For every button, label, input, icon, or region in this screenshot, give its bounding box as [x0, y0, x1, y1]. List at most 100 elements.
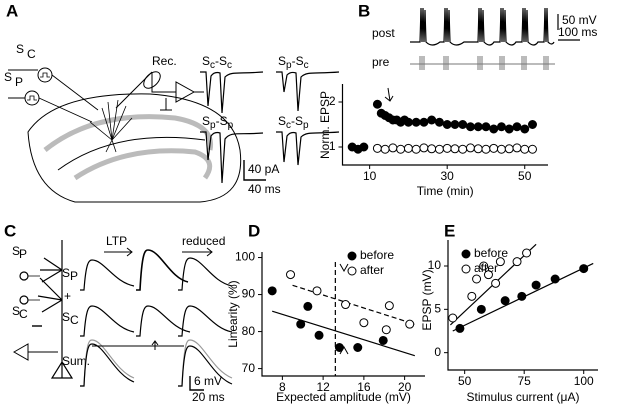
x-tick-label: 50	[458, 374, 472, 388]
y-tick-label: 5	[434, 302, 441, 316]
data-point	[405, 319, 415, 329]
data-point	[450, 120, 460, 129]
axis	[447, 240, 598, 371]
data-point	[495, 257, 505, 267]
stim-label-sub: P	[19, 247, 27, 261]
annotation-arrow	[339, 263, 349, 355]
stim-label-sub: P	[15, 75, 23, 89]
data-point	[442, 143, 452, 153]
x-tick-label: 75	[518, 374, 532, 388]
data-point	[396, 144, 406, 154]
y-tick-label: 1	[329, 139, 336, 153]
y-tick-label: 80	[242, 324, 256, 338]
y-tick-label: 2	[329, 94, 336, 108]
data-point	[267, 286, 277, 296]
scale-label: 40 pA	[248, 162, 279, 176]
y-axis-label: Linearity (%)	[226, 280, 240, 347]
trace-label: pre	[372, 55, 390, 69]
scale-label: 20 ms	[192, 390, 225, 404]
data-point	[372, 143, 382, 153]
data-point	[381, 325, 391, 335]
data-point	[476, 304, 486, 314]
data-point	[411, 144, 421, 154]
data-point	[489, 143, 499, 153]
trace-label: Sc-Sc	[202, 54, 232, 70]
stim-label-sub: C	[19, 307, 28, 321]
data-point	[341, 300, 351, 310]
axis	[341, 84, 548, 166]
data-point	[489, 124, 499, 134]
data-point	[403, 143, 413, 153]
data-point	[380, 144, 390, 154]
data-point	[372, 99, 382, 109]
fit-line	[292, 284, 415, 325]
data-point	[334, 342, 344, 352]
y-tick-label: 70	[242, 361, 256, 375]
axis	[261, 252, 425, 377]
data-point	[442, 120, 452, 129]
x-axis-label: Stimulus current (μA)	[467, 390, 580, 404]
x-axis-label: Expected amplitude (mV)	[276, 390, 411, 404]
data-point	[403, 117, 413, 127]
panel-label: A	[6, 1, 18, 20]
stim-label: S	[12, 244, 20, 258]
legend-marker	[347, 266, 357, 276]
scale-label: 6 mV	[194, 374, 222, 388]
neuron-c	[12, 240, 74, 379]
data-point	[527, 144, 537, 154]
trace-label: post	[372, 26, 395, 40]
data-point	[517, 291, 527, 301]
scale-label: 40 ms	[248, 182, 281, 196]
data-point	[465, 143, 475, 153]
annotation-arrow	[384, 87, 394, 102]
data-point	[522, 248, 532, 258]
data-point	[427, 144, 437, 154]
x-tick-label: 12	[316, 380, 330, 394]
data-point	[481, 144, 491, 154]
scale-label: 100 ms	[558, 25, 597, 39]
data-point	[448, 313, 458, 323]
traces-c	[80, 247, 233, 391]
data-point	[550, 274, 560, 284]
stim-label: S	[12, 304, 20, 318]
data-point	[500, 296, 510, 306]
y-axis-label: Norm. EPSP	[318, 91, 332, 159]
data-point	[496, 122, 506, 132]
legend-label: after	[360, 263, 384, 277]
row-label-sub: P	[70, 269, 78, 283]
trace-label: Sc-Sp	[278, 114, 309, 130]
data-point	[512, 143, 522, 153]
y-tick-label: 100	[235, 250, 255, 264]
data-point	[458, 120, 468, 129]
x-tick-label: 30	[441, 169, 455, 183]
data-point	[314, 330, 324, 340]
data-point	[527, 120, 537, 129]
data-point	[303, 301, 313, 311]
data-point	[312, 286, 322, 296]
data-point	[467, 291, 477, 301]
y-tick-label: 0	[434, 345, 441, 359]
data-point	[359, 318, 369, 328]
x-tick-label: 20	[398, 380, 412, 394]
trace-labels-a: Sc-Sc Sp-Sc Sp-Sp Sc-Sp	[202, 54, 309, 130]
data-point	[531, 280, 541, 290]
row-label: S	[62, 310, 70, 324]
x-tick-label: 8	[279, 380, 286, 394]
data-point	[378, 335, 388, 345]
data-point	[520, 144, 530, 154]
rec-label: Rec.	[152, 54, 177, 68]
fit-line	[272, 310, 415, 357]
panel-label: D	[248, 221, 260, 240]
post-trace	[410, 7, 580, 46]
data-point	[455, 323, 465, 333]
data-point	[296, 319, 306, 329]
data-point	[472, 274, 482, 284]
slice-diagram	[8, 67, 242, 203]
data-point	[419, 143, 429, 153]
data-point	[427, 115, 437, 125]
row-label: Sum.	[62, 354, 90, 368]
data-point	[481, 122, 491, 132]
data-point	[479, 261, 489, 271]
panel-label: C	[4, 221, 16, 240]
